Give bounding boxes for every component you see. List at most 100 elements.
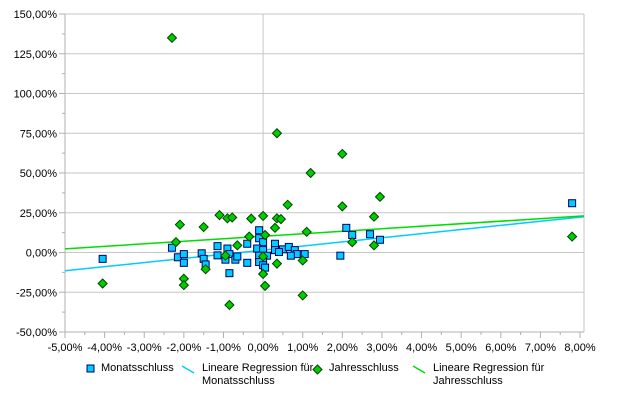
data-point-square: [179, 250, 188, 259]
data-point-square: [213, 242, 222, 251]
data-point-square: [243, 239, 252, 248]
data-point-square: [336, 251, 345, 260]
data-point-square: [375, 235, 384, 244]
data-point-square: [225, 269, 234, 278]
legend-square-swatch: [86, 364, 95, 373]
data-point-square: [243, 258, 252, 267]
data-point-diamond: [301, 226, 312, 238]
data-point-square: [286, 251, 295, 260]
gridlines: [65, 13, 585, 332]
legend-diamond-swatch: [312, 364, 323, 375]
data-point-diamond: [368, 240, 380, 251]
regression-line-jahresschluss: [64, 215, 585, 250]
x-tick-label: 7,00%: [525, 342, 556, 354]
data-point-diamond: [224, 299, 235, 311]
x-tick-label: 1,00%: [287, 342, 318, 354]
data-point-diamond: [257, 251, 269, 262]
y-tick-label: 100,00%: [14, 89, 58, 101]
data-point-diamond: [232, 240, 243, 251]
y-tick-label: 150,00%: [14, 9, 58, 21]
cyan-line-icon: [180, 364, 196, 375]
data-point-diamond: [214, 209, 225, 221]
x-tick-label: -4,00%: [87, 342, 122, 354]
data-point-diamond: [97, 278, 108, 289]
data-point-square: [98, 254, 107, 263]
y-tick-label: 125,00%: [14, 49, 58, 61]
data-point-diamond: [347, 236, 358, 248]
data-point-square: [366, 230, 375, 239]
data-point-diamond: [269, 222, 281, 234]
data-point-diamond: [271, 258, 283, 269]
data-point-square: [179, 258, 188, 267]
y-tick-label: 75,00%: [20, 128, 58, 140]
x-tick-label: 8,00%: [564, 342, 595, 354]
axes: 150,00% 125,00% 100,00% 75,00% 50,00% 25,00% 0…: [14, 9, 596, 354]
data-point-diamond: [337, 201, 348, 212]
data-point-diamond: [566, 231, 578, 242]
data-point-diamond: [257, 210, 269, 222]
series-monatsschluss: [98, 199, 577, 278]
legend-item-jahresschluss: Jahresschluss: [312, 362, 399, 375]
data-point-diamond: [257, 268, 269, 280]
legend-label: Lineare Regression für Monatsschluss: [202, 362, 314, 387]
y-tick-label: 50,00%: [20, 168, 58, 180]
y-tick-label: -50,00%: [16, 327, 57, 339]
x-tick-label: 4,00%: [406, 342, 437, 354]
data-point-square: [213, 251, 222, 260]
data-point-diamond: [220, 250, 231, 261]
data-point-square: [259, 238, 268, 247]
data-point-diamond: [368, 211, 380, 222]
x-tick-label: 5,00%: [446, 342, 477, 354]
legend-label: Jahresschluss: [329, 362, 399, 374]
data-point-diamond: [198, 221, 209, 233]
series-jahresschluss: [97, 32, 578, 311]
square-marker-icon: [86, 364, 95, 373]
data-point-square: [568, 199, 577, 208]
data-point-diamond: [259, 229, 271, 241]
data-point-diamond: [200, 263, 211, 275]
x-tick-label: -2,00%: [166, 342, 201, 354]
data-point-diamond: [166, 32, 178, 44]
data-point-diamond: [297, 290, 308, 301]
y-tick-label: 0,00%: [26, 248, 57, 260]
y-tick-label: 25,00%: [20, 208, 58, 220]
x-tick-label: -3,00%: [127, 342, 162, 354]
data-point-diamond: [226, 212, 238, 223]
legend-cyan-line-swatch: [181, 365, 195, 374]
data-point-diamond: [305, 167, 316, 179]
legend-green-line-swatch: [412, 365, 426, 374]
scatter-plot: 150,00% 125,00% 100,00% 75,00% 50,00% 25,00% 0…: [14, 9, 596, 354]
data-point-square: [342, 223, 351, 232]
green-line-icon: [411, 364, 427, 375]
data-point-square: [233, 252, 242, 261]
legend-item-regression-monatsschluss: Lineare Regression für Monatsschluss: [180, 362, 332, 388]
data-point-square: [274, 248, 283, 257]
x-tick-label: 0,00%: [247, 342, 278, 354]
data-point-diamond: [275, 213, 287, 225]
data-point-diamond: [174, 219, 186, 230]
data-point-diamond: [337, 148, 348, 160]
data-point-diamond: [259, 280, 271, 292]
regression-line-monatsschluss: [64, 215, 585, 272]
x-tick-label: 3,00%: [366, 342, 397, 354]
x-tick-label: -5,00%: [48, 342, 83, 354]
data-point-square: [255, 226, 264, 235]
data-point-diamond: [297, 255, 308, 266]
data-point-diamond: [244, 231, 255, 242]
x-tick-label: 2,00%: [327, 342, 358, 354]
diamond-marker-icon: [312, 364, 323, 375]
data-point-diamond: [178, 279, 190, 291]
legend-item-monatsschluss: Monatsschluss: [86, 362, 174, 375]
legend-item-regression-jahresschluss: Lineare Regression für Jahresschluss: [411, 362, 563, 388]
y-tick-label: -25,00%: [16, 287, 57, 299]
data-point-diamond: [374, 191, 386, 203]
data-point-diamond: [282, 199, 293, 211]
legend-label: Lineare Regression für Jahresschluss: [433, 362, 545, 387]
data-point-diamond: [170, 236, 182, 248]
x-tick-label: -1,00%: [206, 342, 241, 354]
x-tick-label: 6,00%: [485, 342, 516, 354]
data-point-square: [167, 243, 176, 252]
data-point-diamond: [245, 213, 257, 224]
legend-label: Monatsschluss: [101, 362, 174, 374]
